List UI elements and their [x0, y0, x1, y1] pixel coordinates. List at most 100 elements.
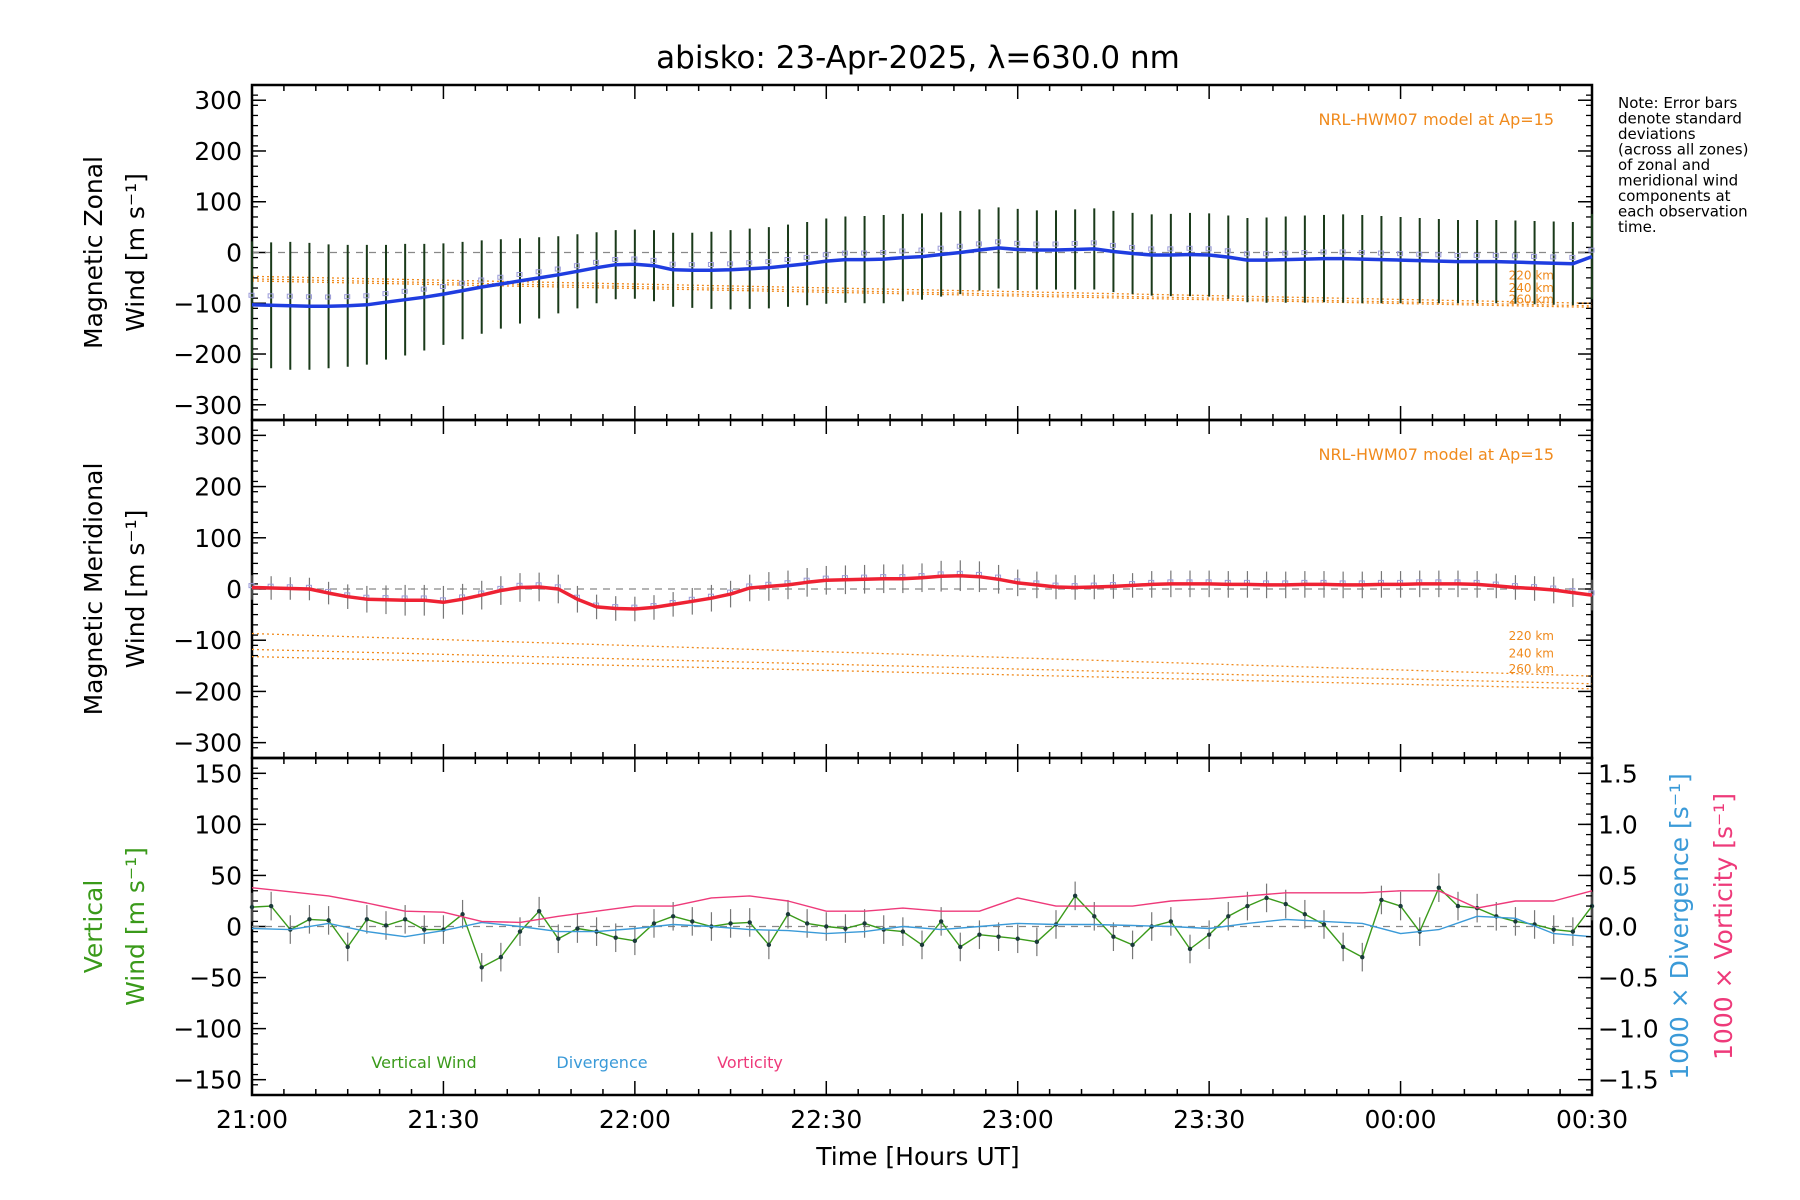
- y-axis-label-line1: Magnetic Meridional: [79, 463, 108, 716]
- data-point: [1436, 885, 1442, 890]
- note-line: (across all zones): [1618, 141, 1748, 159]
- zone-marker: [248, 583, 255, 589]
- legend-item-vertical-wind: Vertical Wind: [371, 1053, 476, 1072]
- zone-marker: [1282, 250, 1289, 256]
- data-point: [1072, 893, 1078, 899]
- data-point: [1111, 934, 1116, 939]
- zone-marker: [1416, 251, 1423, 257]
- y-tick-label: 300: [194, 421, 242, 450]
- model-label: NRL-HWM07 model at Ap=15: [1318, 445, 1554, 464]
- zone-marker: [1588, 247, 1595, 253]
- right-tick-label: 1.5: [1598, 759, 1638, 788]
- data-point: [556, 936, 561, 941]
- x-tick-label: 22:00: [599, 1105, 671, 1134]
- data-point: [690, 919, 695, 924]
- zone-marker: [573, 263, 580, 269]
- model-line-260km: [251, 655, 1593, 690]
- zone-marker: [880, 249, 887, 255]
- data-point: [1187, 946, 1193, 952]
- data-point: [1168, 919, 1174, 924]
- zone-marker: [1263, 251, 1270, 257]
- data-point: [958, 944, 963, 950]
- y-axis-label-line2: Wind [m s⁻¹]: [121, 847, 150, 1006]
- series-zonal-wind: [251, 246, 1593, 309]
- x-tick-label: 22:30: [790, 1105, 862, 1134]
- zone-marker: [382, 291, 389, 297]
- data-point: [919, 942, 925, 948]
- x-tick-label: 00:00: [1365, 1105, 1437, 1134]
- y-tick-label: 100: [194, 188, 242, 217]
- y-axis-label-line2: Wind [m s⁻¹]: [121, 173, 150, 332]
- zone-marker: [1243, 251, 1250, 257]
- y-tick-label: 300: [194, 86, 242, 115]
- zone-marker: [746, 260, 753, 266]
- x-tick-label: 23:30: [1173, 1105, 1245, 1134]
- data-point: [1226, 914, 1231, 919]
- data-point: [1264, 895, 1269, 901]
- zone-marker: [1550, 254, 1557, 260]
- zone-marker: [554, 266, 561, 272]
- series-divergence: [251, 915, 1593, 938]
- y-axis-label-line2: Wind [m s⁻¹]: [121, 510, 150, 669]
- note-line: meridional wind: [1618, 172, 1738, 190]
- vertical-panel: 150 100 50 0 −50 −100 −150 Vertical Wind [m s⁻¹]…: [79, 756, 1738, 1097]
- zone-marker: [1569, 254, 1576, 260]
- data-point: [824, 924, 829, 929]
- data-point: [1360, 954, 1365, 960]
- data-point: [1092, 914, 1097, 919]
- model-label: NRL-HWM07 model at Ap=15: [1318, 110, 1554, 129]
- zone-marker: [305, 294, 312, 300]
- chart-title: abisko: 23-Apr-2025, λ=630.0 nm: [656, 40, 1180, 76]
- y-tick-label: −50: [189, 964, 242, 993]
- y-tick-label: −100: [173, 626, 242, 655]
- zone-marker: [861, 250, 868, 256]
- data-point: [536, 908, 542, 914]
- zone-marker: [363, 293, 370, 299]
- right-tick-label: −1.0: [1598, 1015, 1659, 1044]
- zone-marker: [707, 261, 714, 267]
- data-point: [766, 942, 772, 948]
- data-point: [900, 929, 906, 934]
- data-point: [613, 935, 618, 940]
- x-tick-label: 23:00: [982, 1105, 1054, 1134]
- zone-marker: [459, 280, 466, 286]
- x-tick-label: 21:00: [216, 1105, 288, 1134]
- zone-marker: [325, 294, 332, 300]
- data-point: [1379, 897, 1384, 903]
- zone-marker: [420, 286, 427, 292]
- zone-marker: [784, 257, 791, 263]
- data-point: [938, 919, 944, 924]
- zone-marker: [1511, 253, 1518, 259]
- data-point: [1130, 942, 1135, 948]
- y-tick-label: −200: [173, 340, 242, 369]
- right-axis-label-divergence: 1000 × Divergence [s⁻¹]: [1665, 773, 1694, 1080]
- zone-marker: [1205, 246, 1212, 252]
- data-point: [651, 921, 657, 926]
- data-point: [249, 904, 255, 910]
- zone-marker: [1301, 250, 1308, 256]
- zone-marker: [1531, 253, 1538, 259]
- zone-marker: [899, 248, 906, 254]
- y-tick-label: −300: [173, 391, 242, 420]
- data-point: [1283, 901, 1288, 907]
- data-point: [1034, 939, 1040, 945]
- zone-marker: [1492, 252, 1499, 258]
- y-axis-label-line1: Vertical: [79, 880, 108, 974]
- zone-marker: [650, 257, 657, 263]
- zone-marker: [631, 256, 638, 262]
- data-point: [1513, 919, 1518, 924]
- data-point: [517, 929, 523, 934]
- model-altitude-label: 260 km: [1509, 662, 1554, 676]
- zone-marker: [516, 272, 523, 278]
- y-tick-label: −100: [173, 289, 242, 318]
- data-point: [575, 926, 580, 931]
- x-axis-label: Time [Hours UT]: [815, 1142, 1019, 1171]
- zone-marker: [841, 250, 848, 256]
- y-tick-label: 100: [194, 810, 242, 839]
- model-altitude-label: 260 km: [1509, 292, 1554, 306]
- right-tick-label: −0.5: [1598, 964, 1659, 993]
- zone-marker: [803, 254, 810, 260]
- data-point: [785, 912, 791, 917]
- series-vorticity: [251, 887, 1593, 924]
- y-tick-label: 100: [194, 524, 242, 553]
